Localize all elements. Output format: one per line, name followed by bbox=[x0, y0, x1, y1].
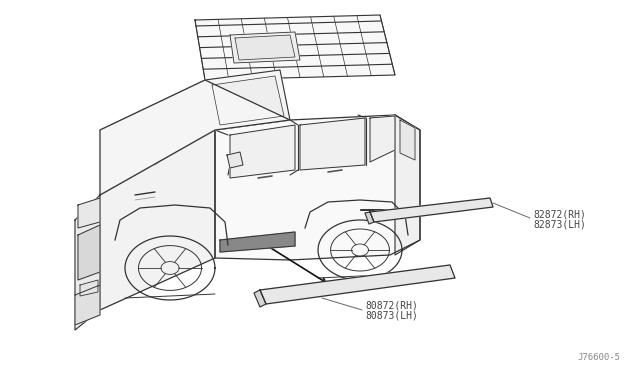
Polygon shape bbox=[227, 152, 243, 168]
Polygon shape bbox=[370, 116, 395, 162]
Polygon shape bbox=[400, 120, 415, 160]
Polygon shape bbox=[100, 80, 290, 195]
Polygon shape bbox=[195, 15, 395, 80]
Polygon shape bbox=[300, 118, 365, 170]
Polygon shape bbox=[230, 32, 300, 63]
Polygon shape bbox=[75, 285, 100, 325]
Text: 82873(LH): 82873(LH) bbox=[533, 219, 586, 229]
Polygon shape bbox=[370, 198, 493, 222]
Polygon shape bbox=[235, 35, 295, 60]
Text: 80872(RH): 80872(RH) bbox=[365, 300, 418, 310]
Polygon shape bbox=[75, 195, 100, 330]
Polygon shape bbox=[80, 280, 98, 296]
Polygon shape bbox=[78, 225, 100, 280]
Polygon shape bbox=[212, 76, 284, 125]
Polygon shape bbox=[254, 290, 266, 307]
Polygon shape bbox=[365, 212, 374, 224]
Polygon shape bbox=[100, 130, 215, 310]
Text: J76600-5: J76600-5 bbox=[577, 353, 620, 362]
Polygon shape bbox=[205, 70, 290, 130]
Polygon shape bbox=[230, 125, 295, 178]
Text: 80873(LH): 80873(LH) bbox=[365, 310, 418, 320]
Polygon shape bbox=[220, 232, 295, 252]
Polygon shape bbox=[215, 115, 420, 260]
Polygon shape bbox=[260, 265, 455, 304]
Text: 82872(RH): 82872(RH) bbox=[533, 209, 586, 219]
Polygon shape bbox=[78, 198, 100, 228]
Polygon shape bbox=[395, 115, 420, 255]
